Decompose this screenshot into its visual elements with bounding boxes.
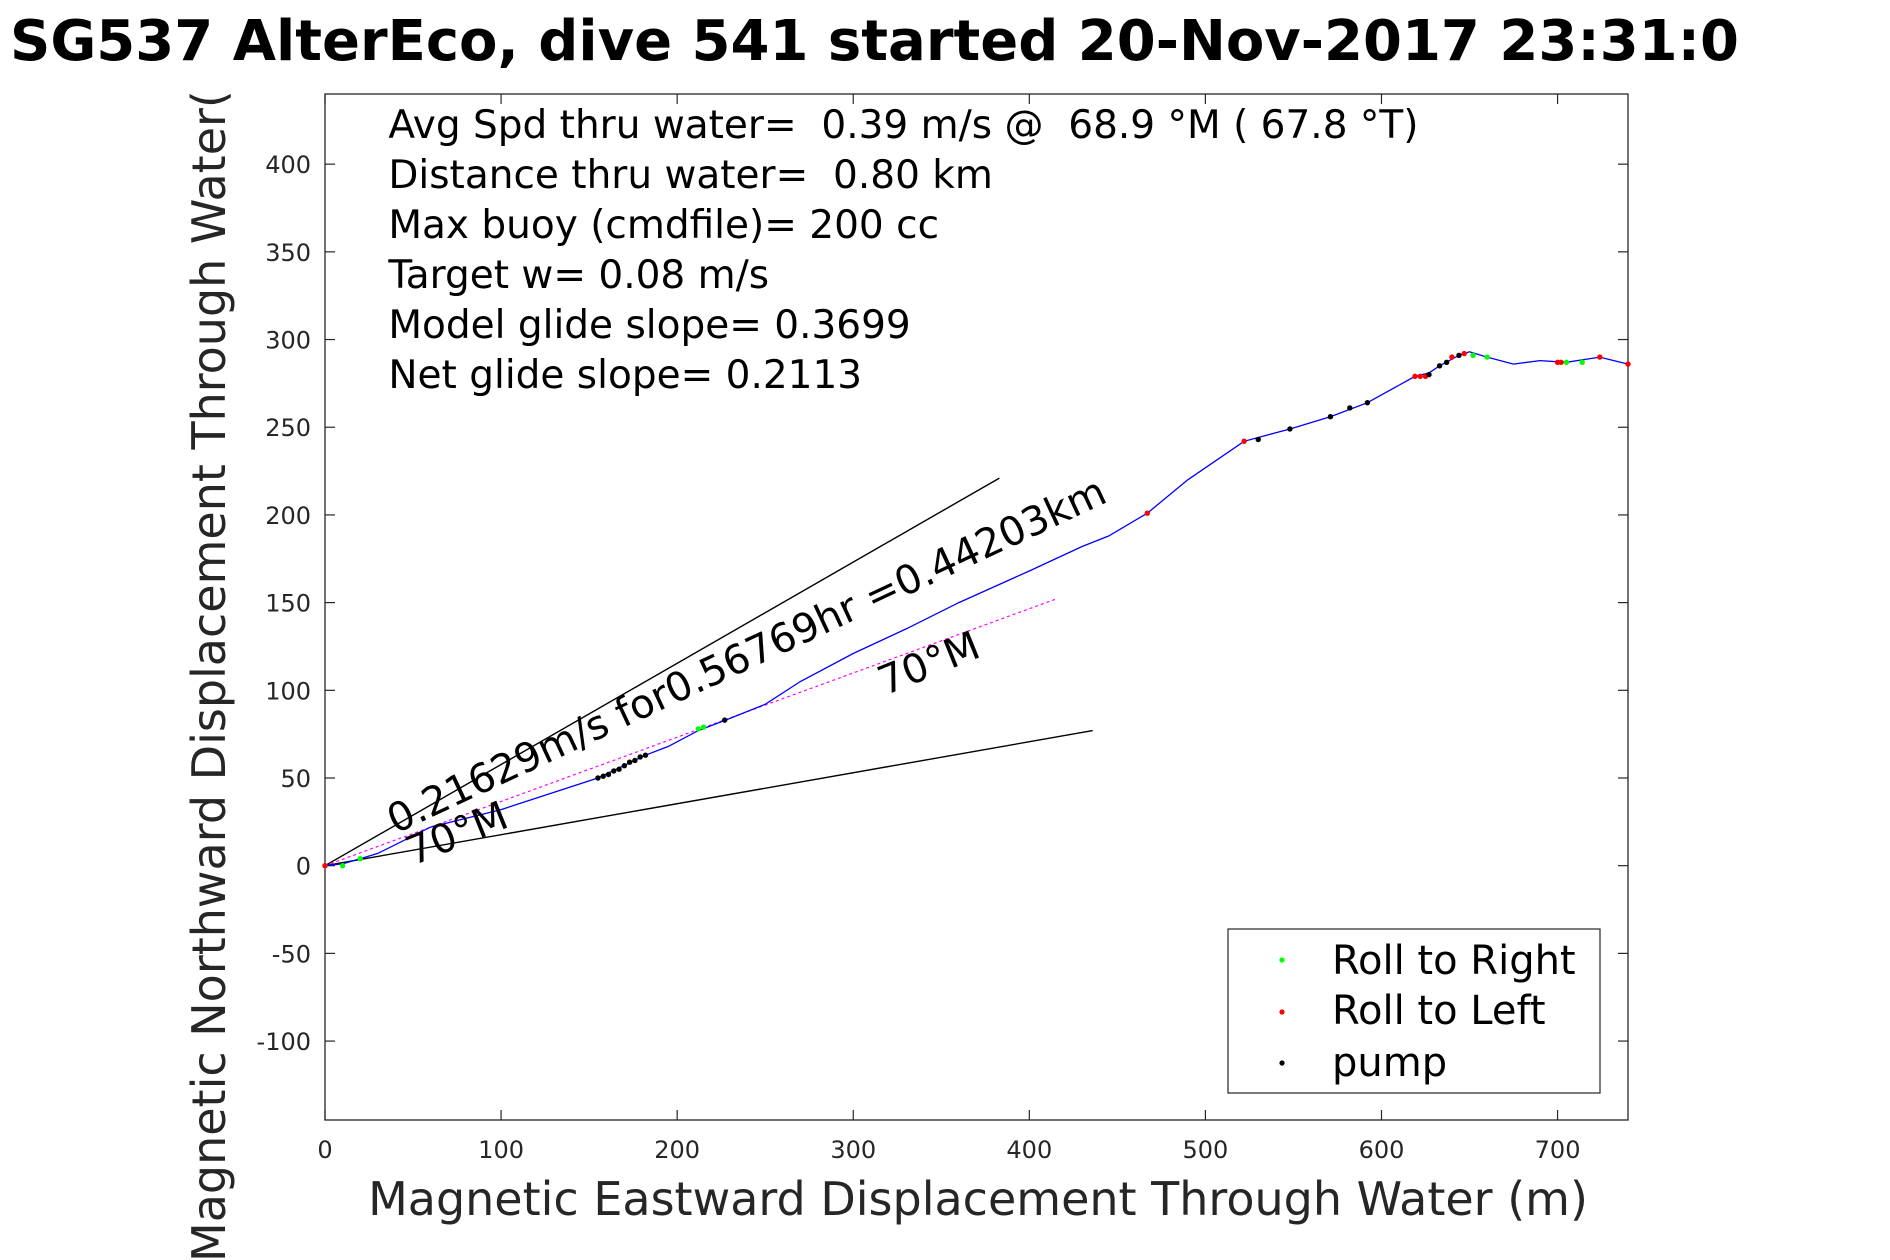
pump-point [1287, 426, 1293, 432]
roll-to-right-point [1563, 359, 1570, 366]
y-tick-label: 350 [265, 239, 311, 267]
legend-label-roll-left: Roll to Left [1332, 988, 1546, 1034]
roll-to-left-point [1558, 359, 1564, 366]
annotation-line-3: Max buoy (cmdfile)= 200 cc [388, 203, 939, 248]
roll-to-right-point [357, 855, 363, 862]
pump-point [722, 717, 728, 723]
y-tick-label: 100 [265, 677, 311, 705]
heading-line-1 [324, 477, 1000, 867]
y-tick-label: -50 [272, 940, 311, 968]
roll-to-left-point [1417, 373, 1423, 380]
legend-box [1227, 928, 1601, 1094]
roll-to-right-point [1470, 352, 1476, 359]
roll-to-right-point [339, 862, 346, 869]
roll-to-right-point [700, 724, 707, 730]
heading-line-2 [324, 729, 1093, 867]
y-tick-label: 50 [280, 765, 311, 793]
roll-to-left-point [1449, 354, 1455, 360]
magenta-average-line [324, 598, 1056, 867]
roll-to-left-point [322, 862, 328, 869]
legend: Roll to Right Roll to Left pump [1227, 928, 1601, 1094]
pump-point [1255, 436, 1261, 443]
pump-point [1426, 371, 1432, 378]
pump-point [642, 752, 649, 758]
x-tick-label: 500 [1182, 1136, 1228, 1164]
x-ticks: 0 100 200 300 400 500 600 700 [317, 94, 1580, 1164]
roll-to-left-point [1241, 438, 1247, 444]
annotation-line-5: Model glide slope= 0.3699 [388, 303, 910, 348]
y-tick-label: 250 [265, 414, 311, 442]
plot-markers [322, 350, 1631, 869]
annotation-line-2: Distance thru water= 0.80 km [388, 153, 992, 198]
x-tick-label: 200 [654, 1136, 700, 1164]
pump-point [1456, 352, 1462, 359]
pump-point [1347, 405, 1353, 411]
pump-point [637, 754, 643, 760]
y-tick-label: 300 [265, 327, 311, 355]
roll-to-left-point [1597, 354, 1603, 360]
pump-point [1443, 359, 1450, 366]
y-axis-label: Magnetic Northward Displacement Through … [182, 90, 236, 1260]
legend-marker-pump [1279, 1060, 1285, 1066]
x-tick-label: 300 [830, 1136, 876, 1164]
x-tick-label: 100 [478, 1136, 524, 1164]
roll-to-left-point [1625, 361, 1631, 367]
y-tick-label: -100 [257, 1028, 311, 1056]
roll-to-left-point [1412, 373, 1418, 380]
pump-point [616, 766, 622, 772]
roll-to-left-point [1461, 350, 1467, 357]
legend-marker-roll-left [1279, 1009, 1285, 1015]
x-tick-label: 0 [317, 1136, 332, 1164]
y-tick-label: 150 [265, 590, 311, 618]
pump-point [611, 768, 617, 774]
roll-to-right-point [1484, 354, 1490, 360]
pump-point [626, 759, 633, 765]
legend-label-pump: pump [1332, 1040, 1447, 1086]
x-axis-label: Magnetic Eastward Displacement Through W… [368, 1172, 1588, 1226]
track-line [324, 351, 1629, 867]
pump-point [1327, 414, 1334, 420]
legend-marker-roll-right [1279, 957, 1285, 963]
roll-to-right-point [1579, 359, 1585, 366]
chart-title: SG537 AlterEco, dive 541 started 20-Nov-… [10, 9, 1739, 74]
axes-frame [324, 93, 1629, 1121]
y-tick-label: 400 [265, 151, 311, 179]
plot-lines [324, 351, 1629, 867]
pump-point [621, 763, 628, 769]
pump-point [595, 775, 601, 781]
pump-point [1436, 363, 1443, 369]
roll-to-right-point [695, 726, 701, 732]
annotation-line-1: Avg Spd thru water= 0.39 m/s @ 68.9 °M (… [388, 103, 1418, 148]
annotation-line-6: Net glide slope= 0.2113 [388, 353, 862, 398]
pump-point [605, 771, 612, 778]
pump-point [632, 757, 638, 764]
roll-to-left-point [1144, 510, 1150, 516]
pump-point [1364, 399, 1371, 406]
y-tick-label: 0 [296, 853, 311, 881]
y-ticks: -100 -50 0 50 100 150 200 250 300 350 400 [257, 151, 1628, 1056]
x-tick-label: 600 [1359, 1136, 1405, 1164]
pump-point [600, 773, 606, 779]
x-tick-label: 400 [1006, 1136, 1052, 1164]
x-tick-label: 700 [1535, 1136, 1581, 1164]
y-tick-label: 200 [265, 502, 311, 530]
legend-label-roll-right: Roll to Right [1332, 938, 1576, 984]
annotation-block: Avg Spd thru water= 0.39 m/s @ 68.9 °M (… [387, 103, 1418, 398]
annotation-line-4: Target w= 0.08 m/s [387, 253, 769, 298]
